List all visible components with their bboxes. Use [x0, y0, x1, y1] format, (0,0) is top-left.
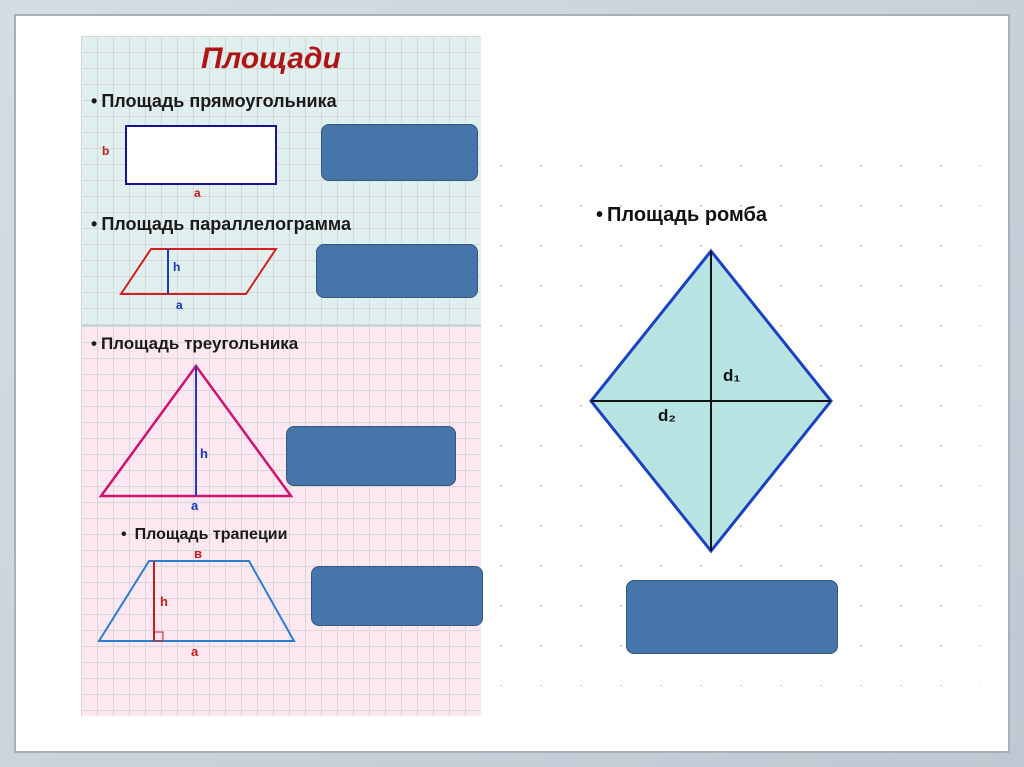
formula-triangle: [286, 426, 456, 486]
shape-triangle: [96, 361, 296, 506]
heading-parallelogram: Площадь параллелограмма: [91, 214, 351, 235]
heading-rhombus: Площадь ромба: [596, 204, 767, 227]
formula-rhombus: [626, 580, 838, 654]
heading-trapezoid: •Площадь трапеции: [121, 526, 287, 544]
heading-trapezoid-text: Площадь трапеции: [135, 526, 288, 543]
trap-label-h: h: [160, 594, 168, 609]
formula-trapezoid: [311, 566, 483, 626]
outer-frame: Площади Площадь прямоугольника b a Площа…: [0, 0, 1024, 767]
tri-label-h: h: [200, 446, 208, 461]
trap-label-b: в: [194, 546, 202, 561]
para-label-h: h: [173, 260, 180, 274]
heading-triangle: Площадь треугольника: [91, 334, 298, 354]
trap-label-a: a: [191, 644, 198, 659]
heading-rectangle: Площадь прямоугольника: [91, 91, 337, 112]
shape-parallelogram: [116, 244, 286, 314]
inner-frame: Площади Площадь прямоугольника b a Площа…: [14, 14, 1010, 753]
main-title: Площади: [201, 42, 341, 76]
para-label-a: a: [176, 298, 183, 312]
rhombus-label-d1: d₁: [723, 366, 740, 386]
slide: Площади Площадь прямоугольника b a Площа…: [36, 36, 988, 731]
formula-parallelogram: [316, 244, 478, 298]
tri-label-a: a: [191, 498, 198, 513]
shape-rectangle: [121, 121, 281, 196]
rhombus-label-d2: d₂: [658, 406, 676, 426]
shape-trapezoid: [94, 556, 304, 656]
shape-rhombus: [581, 246, 841, 566]
rect-label-b: b: [102, 144, 109, 158]
formula-rectangle: [321, 124, 478, 181]
rect-label-a: a: [194, 186, 201, 200]
